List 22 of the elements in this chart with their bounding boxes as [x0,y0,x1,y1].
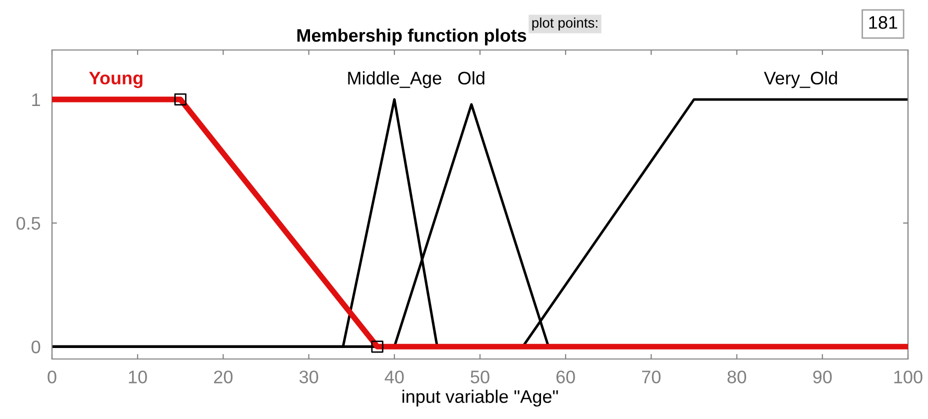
x-tick-label: 70 [642,370,661,384]
series-label: Old [458,71,484,85]
x-axis-title: input variable "Age" [402,390,558,407]
x-tick-label: 30 [299,370,318,384]
x-tick-label: 20 [214,370,233,384]
x-tick-label: 50 [470,370,490,384]
series-label: Young [89,72,142,88]
x-tick-label: 80 [728,370,746,384]
text: plot points: [532,18,598,30]
x-tick-label: 90 [813,370,832,384]
series-label: Middle_Age [348,71,442,88]
series-label: Very_Old [764,71,837,88]
y-tick-label: 0 [32,340,40,354]
y-tick-label: 0.5 [16,216,40,230]
x-tick-label: 60 [556,370,575,384]
x-tick-label: 10 [128,370,147,384]
x-tick-label: 40 [384,370,404,384]
y-tick-label: 1 [32,94,40,106]
text: 181 [869,16,898,29]
x-tick-label: 100 [894,370,922,384]
chart-title: Membership function plots [297,28,526,46]
x-tick-label: 0 [48,370,56,384]
